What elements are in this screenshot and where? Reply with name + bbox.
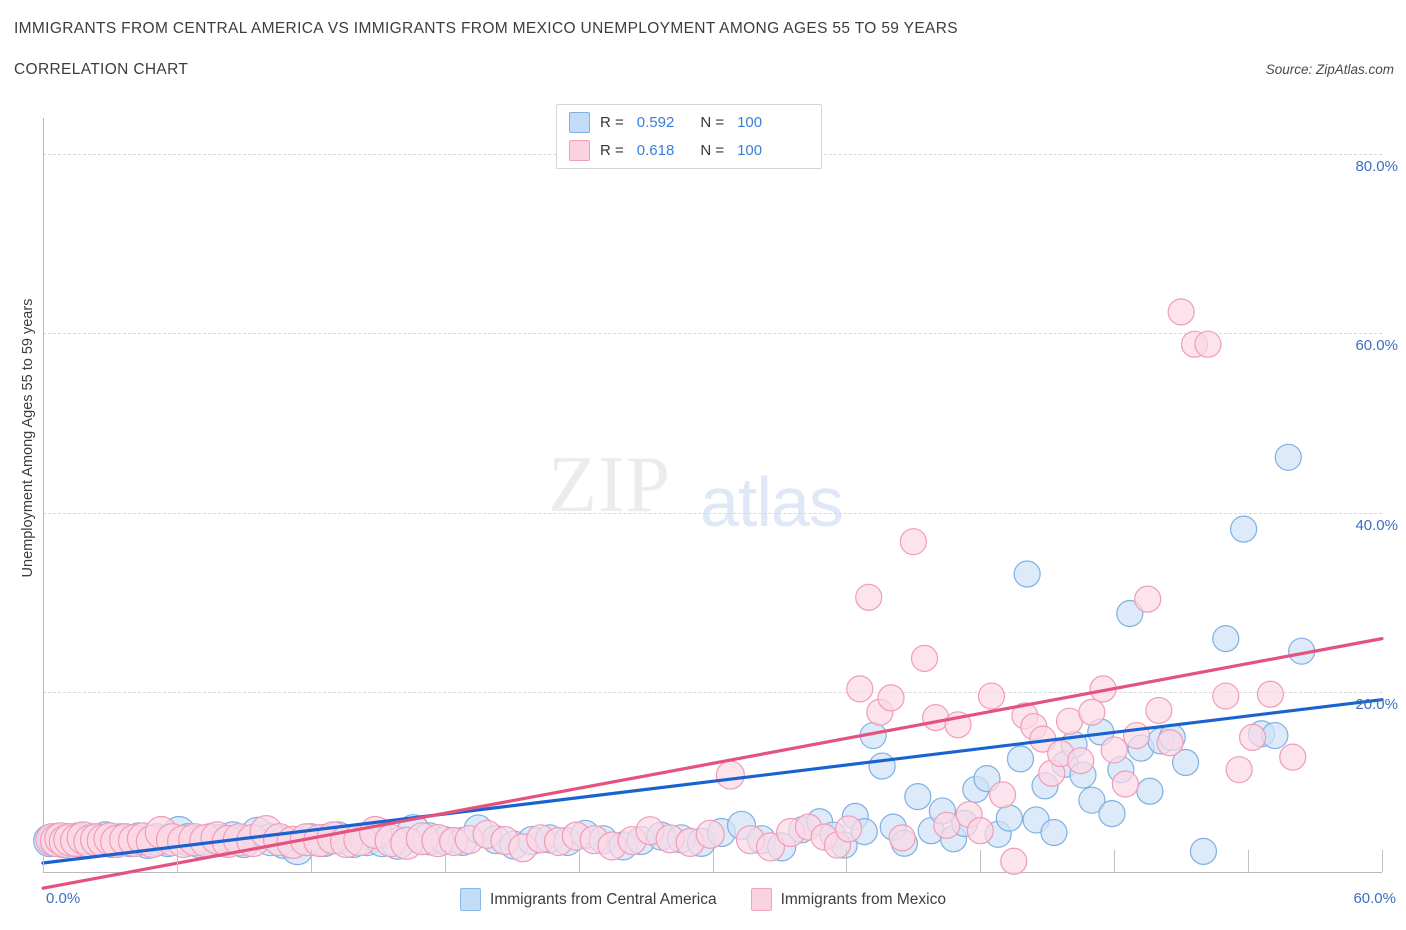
x-axis-tick: [176, 850, 178, 872]
data-point-mexico: [966, 817, 994, 845]
n-label-blue: N =: [700, 114, 725, 131]
data-point-central-america: [1136, 777, 1164, 805]
data-point-mexico: [899, 528, 927, 556]
series-swatch-blue-icon: [569, 112, 590, 133]
gridline: [43, 333, 1382, 335]
n-value-blue: 100: [737, 114, 763, 131]
n-label-pink: N =: [700, 142, 725, 159]
x-axis-line: [43, 872, 1382, 873]
page-title: IMMIGRANTS FROM CENTRAL AMERICA VS IMMIG…: [14, 20, 958, 37]
chart-subtitle: CORRELATION CHART: [14, 61, 189, 78]
data-point-central-america: [1189, 837, 1218, 865]
x-axis-tick: [444, 850, 446, 872]
data-point-mexico: [835, 815, 863, 843]
x-axis-tick: [310, 850, 312, 872]
data-point-mexico: [989, 781, 1017, 809]
data-point-mexico: [1279, 743, 1307, 771]
data-point-central-america: [1098, 800, 1126, 828]
data-point-mexico: [715, 760, 745, 790]
data-point-mexico: [1000, 847, 1028, 875]
trendline-central-america: [41, 698, 1384, 865]
data-point-central-america: [1040, 818, 1068, 847]
data-point-mexico: [1078, 698, 1106, 726]
legend-label-mexico: Immigrants from Mexico: [780, 890, 946, 908]
data-point-mexico: [1067, 747, 1095, 775]
data-point-central-america: [1116, 599, 1144, 628]
data-point-mexico: [1145, 696, 1173, 725]
x-axis-min-label: 0.0%: [46, 890, 81, 907]
gridline: [43, 692, 1382, 694]
data-point-mexico: [910, 644, 939, 672]
gridline: [43, 512, 1382, 514]
data-point-mexico: [855, 583, 883, 611]
r-value-pink: 0.618: [636, 142, 675, 159]
data-point-central-america: [1078, 786, 1106, 814]
data-point-mexico: [1156, 729, 1184, 757]
y-axis-tick-label: 60.0%: [1355, 337, 1398, 355]
r-value-blue: 0.592: [636, 114, 675, 131]
series-swatch-pink-icon: [569, 140, 590, 161]
legend-swatch-mexico-icon: [750, 888, 772, 911]
legend-label-central-america: Immigrants from Central America: [490, 890, 717, 908]
data-point-mexico: [755, 832, 786, 862]
x-axis-max-label: 60.0%: [1353, 890, 1396, 907]
data-point-central-america: [1006, 745, 1035, 773]
legend-item-central-america[interactable]: Immigrants from Central America: [460, 888, 717, 911]
data-point-central-america: [1230, 515, 1258, 543]
x-axis-tick: [1382, 850, 1383, 872]
x-axis-tick: [43, 850, 44, 872]
x-axis-tick: [712, 850, 714, 872]
data-point-mexico: [933, 811, 961, 839]
data-point-central-america: [1274, 443, 1302, 471]
data-point-mexico: [1212, 682, 1240, 710]
y-axis-line: [43, 118, 44, 873]
data-point-mexico: [1122, 721, 1151, 750]
data-point-mexico: [1238, 723, 1267, 751]
r-label-blue: R =: [600, 114, 624, 131]
y-axis-tick-label: 80.0%: [1355, 157, 1398, 175]
x-axis-tick: [1114, 850, 1116, 872]
data-point-mexico: [846, 675, 874, 703]
x-axis-tick: [1248, 850, 1250, 872]
data-point-mexico: [1225, 756, 1253, 784]
data-point-central-america: [995, 804, 1023, 832]
data-point-mexico: [1194, 330, 1222, 358]
stats-row-central-america: R = 0.592 N = 100: [569, 109, 762, 136]
source-attribution: Source: ZipAtlas.com: [1265, 62, 1394, 77]
y-axis-tick-label: 20.0%: [1355, 696, 1398, 714]
correlation-stats-box: R = 0.592 N = 100 R = 0.618 N = 100: [556, 104, 822, 169]
stats-row-mexico: R = 0.618 N = 100: [569, 137, 762, 164]
x-axis-tick: [578, 850, 580, 872]
data-point-mexico: [877, 684, 905, 712]
x-axis-tick: [846, 850, 848, 872]
data-point-central-america: [868, 752, 896, 780]
data-point-mexico: [1100, 736, 1128, 764]
r-label-pink: R =: [600, 142, 624, 159]
chart-legend: Immigrants from Central America Immigran…: [0, 888, 1406, 911]
legend-swatch-central-america-icon: [460, 888, 482, 911]
legend-item-mexico[interactable]: Immigrants from Mexico: [750, 888, 946, 911]
data-point-central-america: [1013, 560, 1041, 588]
data-point-mexico: [888, 824, 916, 852]
x-axis-tick: [980, 850, 982, 872]
data-point-central-america: [904, 782, 932, 811]
y-axis-tick-label: 40.0%: [1355, 516, 1398, 534]
data-point-central-america: [1212, 625, 1240, 653]
data-point-mexico: [1167, 298, 1195, 326]
trendline-mexico: [41, 637, 1384, 890]
data-point-central-america: [1172, 748, 1200, 777]
data-point-mexico: [695, 819, 725, 849]
data-point-mexico: [1134, 585, 1162, 613]
data-point-mexico: [1256, 680, 1285, 708]
data-point-mexico: [977, 682, 1006, 710]
n-value-pink: 100: [737, 142, 763, 159]
data-point-mexico: [1111, 770, 1139, 798]
